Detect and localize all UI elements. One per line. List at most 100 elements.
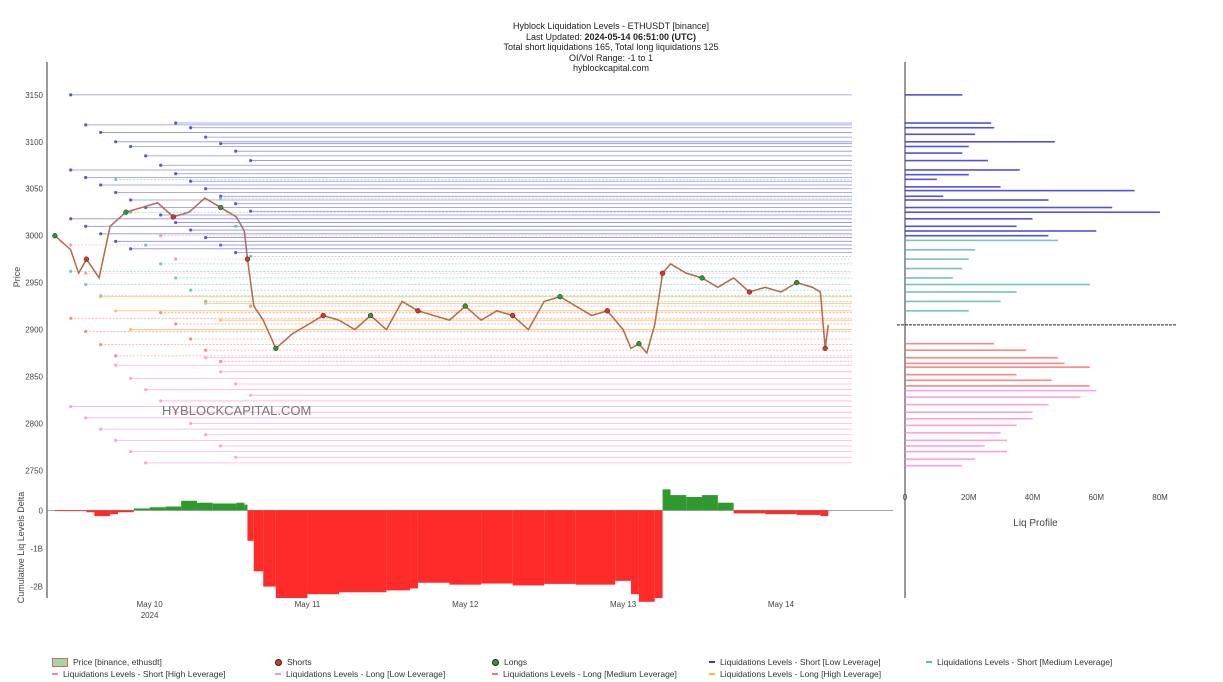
liq-level-marker — [114, 177, 118, 181]
date-tick-label: May 12 — [452, 600, 479, 609]
liq-level-marker — [204, 301, 208, 305]
legend-swatch — [709, 673, 715, 675]
long-liq-dot — [52, 233, 58, 239]
short-liq-dot — [83, 256, 90, 262]
delta-bar — [110, 510, 119, 515]
profile-long-bar — [905, 373, 1017, 376]
liq-level-marker — [189, 288, 193, 292]
delta-bar — [165, 506, 182, 511]
delta-bar — [253, 510, 264, 572]
profile-short-bar — [905, 186, 1001, 188]
price-line-up — [54, 197, 829, 354]
liq-level-marker — [204, 356, 208, 360]
delta-bar — [196, 502, 213, 511]
legend-item[interactable]: Liquidations Levels - Long [Medium Lever… — [492, 669, 677, 679]
delta-bar — [662, 489, 671, 511]
price-tick-label: 2900 — [25, 326, 43, 335]
profile-short-bar — [905, 239, 1059, 242]
liq-level-marker — [174, 257, 178, 261]
chart-title: Hyblock Liquidation Levels - ETHUSDT [bi… — [513, 21, 709, 31]
profile-tick-label: 60M — [1089, 493, 1105, 502]
profile-tick-label: 0 — [903, 493, 908, 502]
legend-item[interactable]: Liquidations Levels - Long [High Leverag… — [709, 669, 881, 679]
liq-level-marker — [99, 130, 103, 135]
liq-level-marker — [84, 271, 88, 275]
legend-item[interactable]: Longs — [492, 657, 527, 667]
delta-bar — [386, 510, 411, 591]
delta-bar — [796, 510, 821, 515]
long-liq-dot — [462, 303, 468, 309]
profile-long-bar — [905, 417, 1033, 420]
profile-long-bar — [905, 342, 995, 345]
delta-bar — [686, 497, 703, 511]
delta-bar — [575, 510, 616, 585]
year-label: 2024 — [141, 611, 159, 620]
profile-short-bar — [905, 199, 1049, 201]
price-plot: 2750 2800 2850 2900 2950 3000 3050 3100 3150 Pric… — [12, 62, 852, 598]
profile-short-bar — [905, 217, 1033, 220]
profile-long-bar — [905, 458, 976, 460]
delta-bar — [275, 510, 308, 598]
liq-level-marker — [234, 149, 238, 153]
delta-bar — [654, 510, 663, 598]
profile-long-bar — [905, 424, 1017, 427]
liq-level-marker — [234, 224, 238, 228]
liq-level-marker — [204, 235, 208, 240]
legend-item[interactable]: Liquidations Levels - Short [High Levera… — [52, 669, 226, 679]
long-liq-dot — [273, 345, 279, 352]
profile-tick-label: 80M — [1152, 493, 1168, 502]
delta-bar — [417, 510, 450, 583]
last-updated-value: 2024-05-14 06:51:00 (UTC) — [584, 31, 697, 42]
liq-level-marker — [84, 224, 88, 228]
legend-item[interactable]: Shorts — [275, 657, 312, 667]
delta-tick-label: 0 — [39, 506, 44, 515]
profile-long-bar — [905, 396, 1081, 398]
profile-long-bar — [905, 385, 1090, 387]
liq-level-marker — [159, 234, 163, 238]
liq-level-marker — [174, 220, 178, 225]
legend-item[interactable]: Liquidations Levels - Short [Medium Leve… — [926, 657, 1112, 667]
liq-level-marker — [114, 239, 118, 243]
delta-bar — [638, 510, 655, 602]
liq-level-marker — [84, 123, 88, 127]
delta-bar — [449, 510, 482, 585]
watermark: HYBLOCKCAPITAL.COM — [162, 403, 311, 418]
date-tick-label: May 14 — [768, 600, 795, 609]
liq-level-marker — [189, 126, 193, 130]
liq-level-marker — [69, 168, 73, 172]
delta-plot: 0 -1B -2B Cumulative Liq Levels Delta May 10… — [16, 489, 893, 620]
liq-profile-plot: 0 20M 40M 60M 80M Liq Profile — [897, 62, 1176, 598]
delta-bar — [247, 510, 254, 541]
liq-level-marker — [249, 393, 253, 397]
delta-bar — [54, 510, 87, 512]
delta-bar — [244, 504, 248, 511]
liq-level-marker — [219, 318, 223, 322]
liq-level-marker — [99, 183, 103, 187]
legend-item[interactable]: Liquidations Levels - Short [Low Leverag… — [709, 657, 881, 667]
price-tick-label: 3150 — [25, 91, 43, 100]
liq-level-marker — [129, 327, 133, 332]
legend-swatch — [52, 673, 58, 675]
delta-bar — [481, 510, 513, 584]
legend-item[interactable]: Liquidations Levels - Long [Low Leverage… — [275, 669, 445, 679]
delta-bar — [631, 510, 639, 595]
liq-level-marker — [129, 144, 133, 149]
delta-bar — [181, 500, 197, 511]
profile-short-bar — [905, 309, 969, 312]
profile-short-bar — [905, 178, 937, 181]
liq-level-marker — [174, 322, 178, 326]
profile-short-bar — [905, 230, 1097, 232]
profile-short-bar — [905, 267, 963, 270]
short-liq-dot — [822, 345, 828, 352]
long-liq-dot — [367, 312, 374, 319]
legend-item[interactable]: Price [binance, ethusdt] — [52, 657, 162, 667]
liq-level-marker — [189, 179, 193, 183]
profile-short-bar — [905, 159, 988, 162]
liq-level-marker — [234, 202, 238, 206]
liq-level-marker — [159, 399, 163, 403]
profile-long-bar — [905, 411, 1033, 413]
liq-level-marker — [99, 295, 103, 299]
liq-level-marker — [129, 247, 133, 251]
delta-bar — [307, 510, 340, 595]
profile-short-bar — [905, 173, 969, 176]
